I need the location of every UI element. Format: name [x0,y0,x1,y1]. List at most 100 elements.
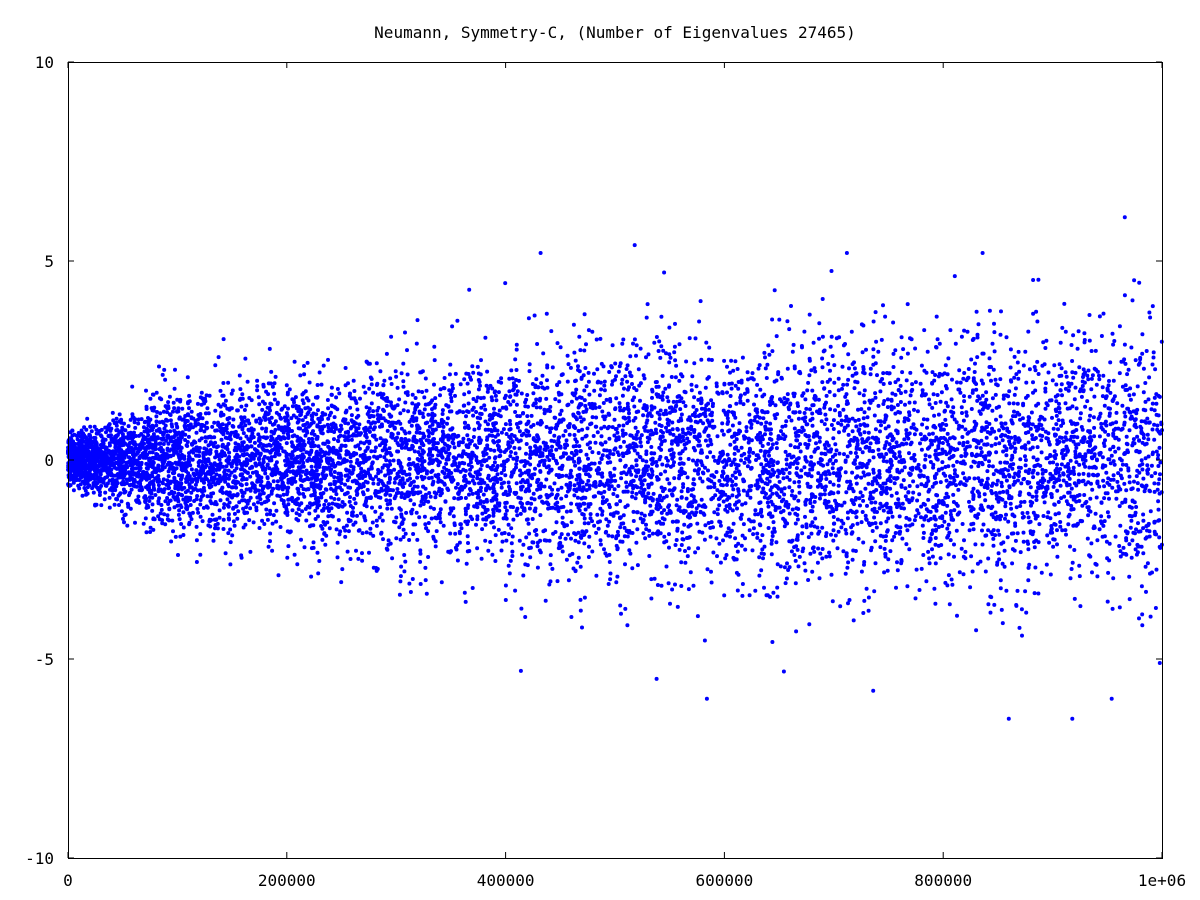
data-point [285,555,290,560]
data-point [594,530,599,535]
data-point [1113,534,1118,539]
data-point [474,522,478,527]
data-point [286,406,290,411]
data-point [1105,599,1110,604]
data-point [892,481,897,486]
data-point [893,348,898,353]
data-point [178,534,183,539]
data-point [133,520,137,525]
data-point [766,504,771,509]
data-point [857,496,862,501]
data-point [1056,418,1061,423]
data-point [368,375,373,380]
data-point [559,532,564,537]
data-point [369,401,374,406]
data-point [715,512,720,517]
data-point [602,483,607,488]
data-point [733,383,738,388]
data-point [1144,589,1148,594]
data-point [693,336,698,341]
data-point [174,466,179,471]
data-point [290,404,295,409]
data-point [1102,484,1107,489]
data-point [612,417,617,422]
data-point [986,504,991,509]
data-point [597,405,602,410]
data-point [740,533,745,538]
data-point [221,527,226,531]
data-point [345,510,350,515]
data-point [327,526,332,531]
data-point [739,516,743,521]
data-point [467,287,472,292]
data-point [332,475,337,480]
data-point [930,370,935,375]
data-point [471,413,476,418]
data-point [549,467,554,472]
data-point [748,495,753,500]
data-point [769,538,774,543]
data-point [621,431,626,436]
data-point [668,355,673,360]
data-point [326,416,331,421]
data-point [692,395,697,400]
data-point [1112,339,1117,343]
data-point [705,455,710,460]
data-point [251,520,256,525]
data-point [422,395,427,400]
data-point [1142,489,1147,494]
data-point [1089,349,1094,353]
data-point [1049,492,1054,497]
data-point [523,615,528,619]
data-point [930,431,935,436]
data-point [399,426,404,431]
data-point [921,501,926,506]
data-point [848,482,853,487]
data-point [1017,625,1022,630]
data-point [1149,407,1154,412]
data-point [295,420,300,425]
data-point [715,507,720,512]
data-point [1098,411,1103,416]
data-point [232,448,237,453]
data-point [1155,423,1160,428]
data-point [1026,547,1031,552]
data-point [741,402,746,407]
data-point [610,382,614,387]
data-point [762,490,766,495]
data-point [837,430,841,435]
data-point [1124,488,1129,493]
data-point [370,520,375,525]
data-point [384,458,389,463]
data-point [321,363,326,368]
data-point [898,383,903,388]
data-point [500,539,505,544]
data-point [963,427,968,432]
data-point [1152,422,1157,427]
data-point [514,347,519,352]
data-point [923,457,928,462]
data-point [287,530,292,535]
data-point [846,432,851,437]
data-point [1139,584,1144,589]
data-point [205,406,210,411]
data-point [468,488,473,493]
data-point [831,461,836,466]
data-point [823,498,828,503]
data-point [224,464,229,469]
data-point [356,556,361,561]
data-point [649,596,654,601]
data-point [969,357,974,362]
data-point [797,484,802,489]
data-point [402,496,407,500]
data-point [1023,458,1028,463]
data-point [615,494,620,499]
data-point [1001,396,1006,401]
data-point [1072,596,1077,601]
data-point [596,451,601,455]
data-point [754,458,758,462]
data-point [933,561,938,566]
data-point [739,378,744,383]
data-point [467,390,471,395]
